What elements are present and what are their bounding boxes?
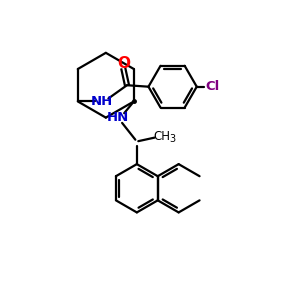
Text: 3: 3 [169,134,175,144]
Text: NH: NH [91,95,113,108]
Text: CH: CH [153,130,170,143]
Text: Cl: Cl [205,80,219,93]
Text: O: O [117,56,130,71]
Text: HN: HN [106,111,129,124]
